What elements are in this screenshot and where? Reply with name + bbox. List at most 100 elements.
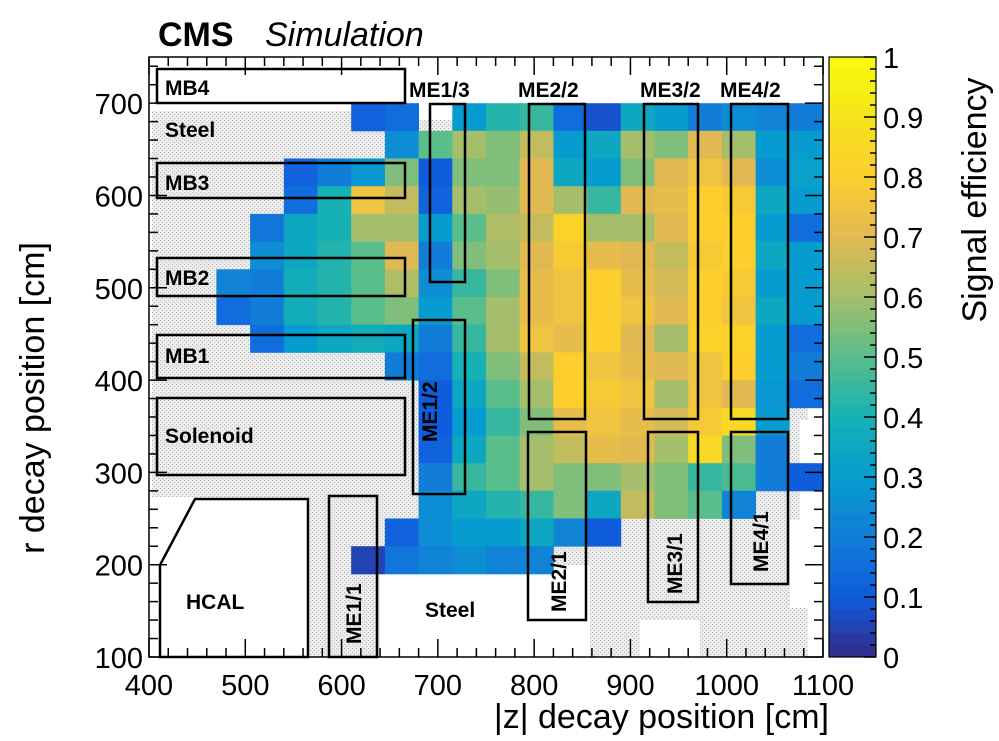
- mb1-box: [155, 333, 407, 380]
- heatmap-cell: [553, 130, 588, 159]
- heatmap-cell: [620, 463, 655, 492]
- mb3-box: [155, 161, 407, 200]
- heatmap-cell: [688, 213, 723, 242]
- heatmap-cell: [721, 324, 756, 353]
- x-tick-label: 700: [414, 670, 462, 702]
- heatmap-cell: [553, 269, 588, 298]
- solenoid-box: [155, 396, 407, 477]
- heatmap-cell: [283, 186, 318, 215]
- me42-box: [729, 102, 790, 421]
- heatmap-cell: [721, 380, 756, 409]
- heatmap-cell: [452, 435, 487, 464]
- heatmap-cell: [789, 241, 824, 270]
- heatmap-cell: [384, 518, 419, 547]
- heatmap-cell: [721, 269, 756, 298]
- heatmap-cell: [789, 380, 824, 409]
- colorbar-segment: [829, 249, 876, 262]
- colorbar-segment: [829, 573, 876, 586]
- colorbar-segment: [829, 321, 876, 334]
- y-tick-label: 300: [95, 458, 143, 490]
- heatmap-cell: [654, 186, 689, 215]
- colorbar-segment: [829, 81, 876, 94]
- y-tick-label: 100: [95, 643, 143, 675]
- heatmap-cell: [418, 269, 453, 298]
- heatmap-cell: [384, 213, 419, 242]
- heatmap-cell: [587, 407, 622, 436]
- label-me22: ME2/2: [518, 79, 579, 102]
- heatmap-cell: [384, 130, 419, 159]
- x-axis-title: |z| decay position [cm]: [494, 698, 829, 736]
- heatmap-cell: [789, 463, 824, 492]
- heatmap-cell: [789, 297, 824, 326]
- heatmap-cell: [486, 546, 521, 575]
- heatmap-cell: [789, 158, 824, 187]
- colorbar-segment: [829, 405, 876, 418]
- heatmap-cell: [486, 103, 521, 132]
- heatmap-cell: [587, 186, 622, 215]
- heatmap-cell: [384, 241, 419, 270]
- colorbar-segment: [829, 201, 876, 214]
- heatmap-cell: [755, 130, 790, 159]
- label-me13: ME1/3: [409, 79, 470, 102]
- heatmap-cell: [283, 297, 318, 326]
- heatmap-cell: [418, 130, 453, 159]
- heatmap-cell: [620, 158, 655, 187]
- colorbar-segment: [829, 477, 876, 490]
- colorbar-segment: [829, 633, 876, 646]
- colorbar-segment: [829, 165, 876, 178]
- colorbar-segment: [829, 645, 876, 658]
- heatmap-cell: [519, 324, 554, 353]
- colorbar-segment: [829, 57, 876, 70]
- heatmap-cell: [654, 324, 689, 353]
- heatmap-cell: [587, 158, 622, 187]
- z-tick-label: 0.9: [883, 103, 923, 135]
- heatmap-cell: [452, 518, 487, 547]
- heatmap-cell: [654, 297, 689, 326]
- colorbar-segment: [829, 309, 876, 322]
- mb2-box: [155, 256, 407, 298]
- heatmap-cells: [216, 103, 824, 575]
- colorbar-segment: [829, 537, 876, 550]
- heatmap-cell: [452, 241, 487, 270]
- me21-box: [526, 430, 588, 622]
- z-tick-label: 0.8: [883, 163, 923, 195]
- z-tick-label: 0.4: [883, 403, 923, 435]
- heatmap-cell: [789, 103, 824, 132]
- colorbar-segment: [829, 525, 876, 538]
- heatmap-cell: [486, 518, 521, 547]
- colorbar-segment: [829, 585, 876, 598]
- heatmap-cell: [688, 352, 723, 381]
- heatmap-cell: [418, 324, 453, 353]
- heatmap-cell: [486, 213, 521, 242]
- heatmap-cell: [587, 269, 622, 298]
- heatmap-cell: [351, 103, 386, 132]
- heatmap-cell: [519, 158, 554, 187]
- heatmap-cell: [688, 380, 723, 409]
- heatmap-cell: [654, 435, 689, 464]
- heatmap-cell: [755, 324, 790, 353]
- heatmap-cell: [721, 435, 756, 464]
- heatmap-cell: [418, 546, 453, 575]
- z-tick-label: 0.3: [883, 463, 923, 495]
- heatmap-cell: [317, 241, 352, 270]
- heatmap-cell: [317, 186, 352, 215]
- heatmap-cell: [452, 352, 487, 381]
- colorbar-segment: [829, 609, 876, 622]
- heatmap-cell: [553, 380, 588, 409]
- colorbar-segment: [829, 453, 876, 466]
- colorbar-segment: [829, 501, 876, 514]
- heatmap-cell: [351, 324, 386, 353]
- heatmap-cell: [755, 297, 790, 326]
- heatmap-cell: [688, 269, 723, 298]
- colorbar-segment: [829, 429, 876, 442]
- z-tick-label: 0.5: [883, 343, 923, 375]
- heatmap-cell: [654, 490, 689, 519]
- heatmap-cell: [519, 186, 554, 215]
- label-me31: ME3/1: [664, 533, 687, 594]
- heatmap-cell: [620, 380, 655, 409]
- heatmap-cell: [587, 130, 622, 159]
- x-tick-label: 1100: [792, 670, 854, 702]
- colorbar-segment: [829, 561, 876, 574]
- heatmap-cell: [452, 407, 487, 436]
- heatmap-cell: [755, 103, 790, 132]
